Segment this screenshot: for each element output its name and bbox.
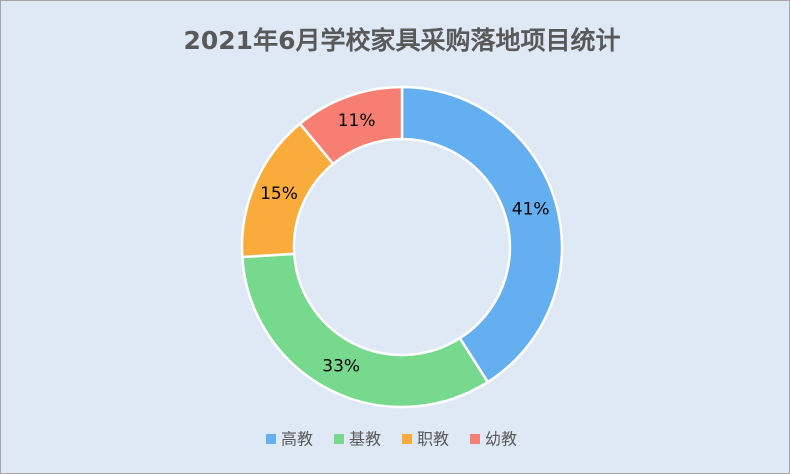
data-label: 41%: [512, 200, 550, 220]
legend-label: 高教: [281, 430, 313, 449]
legend-swatch: [334, 434, 344, 444]
legend-label: 幼教: [485, 430, 517, 449]
data-label: 11%: [338, 111, 376, 131]
legend-label: 基教: [349, 430, 381, 449]
legend-swatch: [266, 434, 276, 444]
donut-slice: [400, 85, 564, 384]
chart-title: 2021年6月学校家具采购落地项目统计: [184, 26, 621, 55]
donut-slice: [298, 85, 404, 166]
data-label: 33%: [322, 356, 360, 376]
donut-slice: [240, 252, 490, 409]
legend-swatch: [470, 434, 480, 444]
data-label: 15%: [260, 184, 298, 204]
legend-swatch: [402, 434, 412, 444]
legend-label: 职教: [417, 430, 449, 449]
